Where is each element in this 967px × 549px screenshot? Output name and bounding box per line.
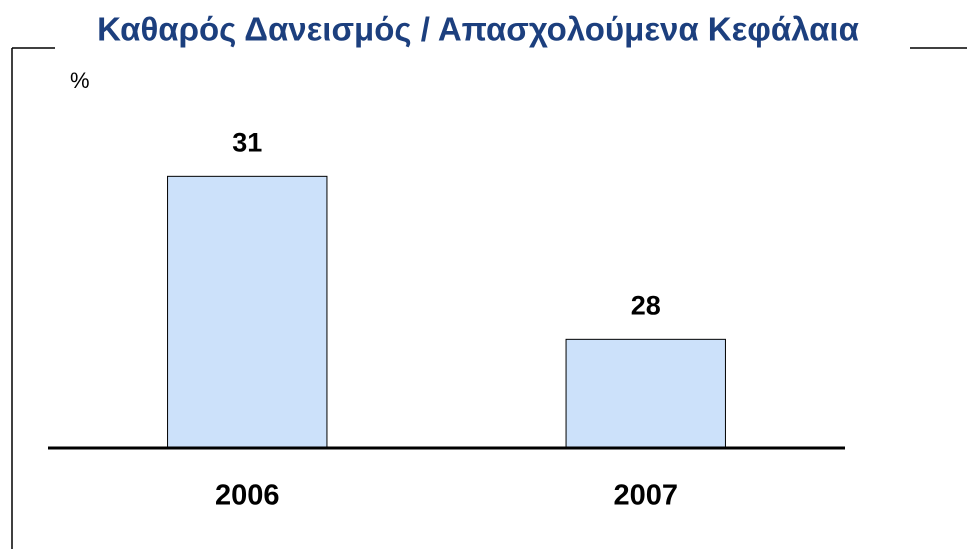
x-tick-label: 2007 bbox=[613, 480, 678, 512]
bar bbox=[565, 338, 726, 449]
y-axis-label: % bbox=[70, 68, 90, 93]
value-label: 28 bbox=[631, 290, 661, 320]
bar bbox=[167, 175, 328, 449]
value-label: 31 bbox=[232, 127, 262, 157]
x-tick-label: 2006 bbox=[215, 480, 280, 512]
chart-title: Καθαρός Δανεισμός / Απασχολούμενα Κεφάλα… bbox=[97, 11, 859, 48]
